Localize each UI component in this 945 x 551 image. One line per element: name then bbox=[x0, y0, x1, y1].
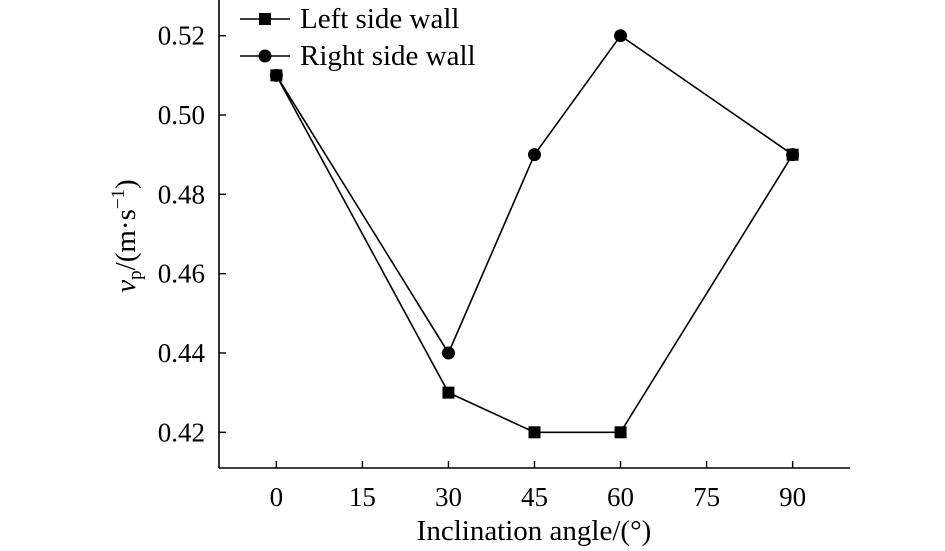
series-1-line bbox=[275, 74, 794, 434]
x-tick-label: 15 bbox=[349, 482, 376, 512]
series-2-point bbox=[269, 68, 283, 82]
series-1-point bbox=[442, 386, 455, 399]
legend-item-2: Right side wall bbox=[240, 40, 476, 72]
series-2-point bbox=[786, 148, 800, 162]
y-axis-title: vp/(m·s−1) bbox=[108, 179, 146, 292]
y-axis-var: v bbox=[110, 280, 142, 293]
series-layer bbox=[269, 29, 800, 439]
series-2 bbox=[269, 29, 800, 360]
series-1 bbox=[270, 69, 799, 439]
legend-label: Right side wall bbox=[300, 40, 476, 72]
x-tick-label: 60 bbox=[607, 482, 634, 512]
y-axis-sub: p bbox=[125, 270, 146, 280]
x-tick-label: 0 bbox=[270, 482, 284, 512]
x-ticks: 0 15 30 45 60 75 90 bbox=[270, 461, 806, 512]
legend-marker bbox=[259, 13, 271, 25]
y-tick-label: 0.52 bbox=[158, 21, 205, 51]
y-axis-unit-suffix: ) bbox=[110, 179, 142, 189]
x-axis-title: Inclination angle/(°) bbox=[417, 515, 652, 547]
series-2-point bbox=[528, 148, 541, 162]
series-2-point bbox=[614, 29, 628, 43]
x-tick-label: 45 bbox=[521, 482, 548, 512]
series-2-line bbox=[275, 34, 794, 355]
legend: Left side wall Right side wall bbox=[240, 3, 476, 72]
y-axis-sup: −1 bbox=[108, 189, 129, 209]
y-tick-label: 0.44 bbox=[158, 338, 206, 368]
y-tick-label: 0.48 bbox=[158, 179, 205, 209]
y-axis-unit-prefix: /(m·s bbox=[110, 209, 142, 270]
y-ticks: 0.42 0.44 0.46 0.48 0.50 0.52 bbox=[158, 21, 226, 447]
series-1-point bbox=[528, 426, 541, 439]
y-tick-label: 0.50 bbox=[158, 100, 205, 130]
series-2-point bbox=[441, 346, 455, 360]
series-1-point bbox=[614, 426, 627, 439]
x-tick-label: 90 bbox=[779, 482, 806, 512]
legend-marker bbox=[258, 49, 272, 63]
y-tick-label: 0.42 bbox=[158, 417, 205, 447]
x-tick-label: 75 bbox=[693, 482, 720, 512]
y-tick-label: 0.46 bbox=[158, 259, 205, 289]
x-tick-label: 30 bbox=[435, 482, 462, 512]
legend-label: Left side wall bbox=[300, 3, 459, 35]
legend-item-1: Left side wall bbox=[240, 3, 459, 35]
